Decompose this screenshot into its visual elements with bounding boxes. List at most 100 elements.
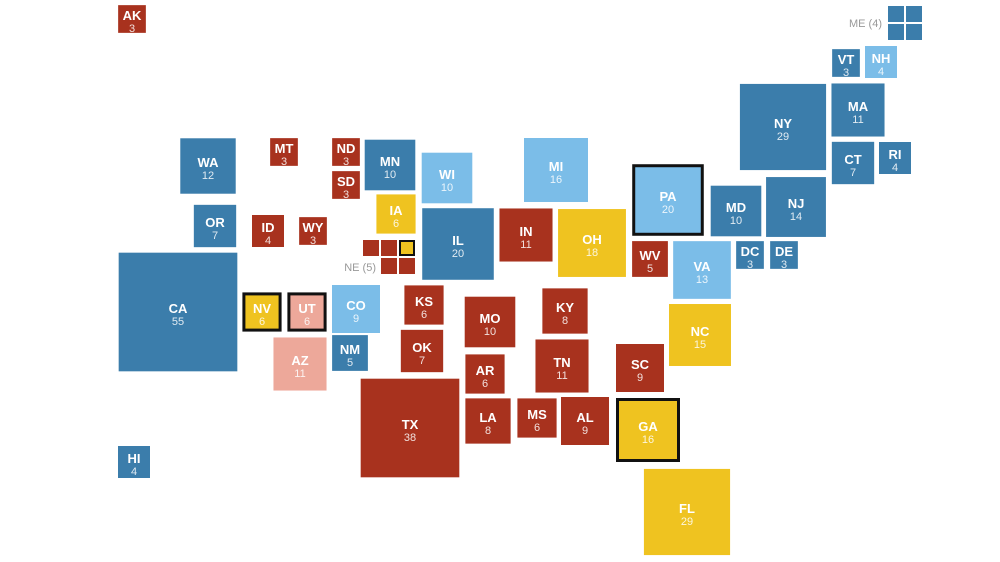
state-votes: 3	[343, 189, 349, 201]
state-votes: 7	[212, 230, 218, 242]
state-box	[465, 398, 511, 444]
district-box	[888, 24, 904, 40]
state-label: MO	[480, 311, 501, 326]
state-label: AL	[576, 410, 593, 425]
state-votes: 13	[696, 274, 708, 286]
state-box	[643, 468, 731, 556]
state-box	[669, 304, 731, 366]
state-votes: 15	[694, 339, 706, 351]
state-votes: 6	[304, 316, 310, 328]
district-box	[381, 258, 397, 274]
district-box	[906, 6, 922, 22]
state-votes: 11	[556, 370, 567, 382]
state-box	[616, 344, 664, 392]
state-box	[879, 142, 911, 174]
state-label: VT	[838, 52, 855, 67]
split-label: NE (5)	[344, 262, 376, 274]
state-box	[404, 285, 444, 325]
state-box	[464, 296, 516, 348]
state-label: NM	[340, 342, 360, 357]
state-votes: 5	[347, 357, 353, 369]
state-label: IN	[520, 224, 533, 239]
state-label: LA	[479, 410, 497, 425]
state-votes: 6	[482, 378, 488, 390]
state-votes: 14	[790, 211, 802, 223]
state-label: VA	[693, 259, 711, 274]
state-label: OK	[412, 340, 432, 355]
state-votes: 20	[452, 248, 464, 260]
state-label: HI	[128, 451, 141, 466]
state-label: DC	[741, 244, 760, 259]
state-votes: 5	[647, 263, 653, 275]
district-box	[363, 240, 379, 256]
state-box	[376, 194, 416, 234]
state-box	[273, 337, 327, 391]
state-box	[332, 335, 368, 371]
state-label: NY	[774, 116, 792, 131]
state-box	[287, 292, 327, 332]
state-votes: 11	[294, 368, 305, 380]
state-votes: 3	[281, 156, 287, 168]
state-label: AZ	[291, 353, 308, 368]
state-box	[616, 398, 680, 462]
state-votes: 6	[534, 422, 540, 434]
state-label: MI	[549, 159, 563, 174]
state-box	[561, 397, 609, 445]
state-box	[524, 138, 588, 202]
state-box	[270, 138, 298, 166]
state-votes: 18	[586, 247, 598, 259]
state-box	[535, 339, 589, 393]
state-votes: 6	[259, 316, 265, 328]
state-box	[739, 83, 827, 171]
state-label: WA	[198, 155, 220, 170]
state-box	[118, 252, 238, 372]
state-label: ID	[262, 220, 275, 235]
state-box	[180, 138, 236, 194]
state-votes: 29	[681, 516, 693, 528]
state-box	[332, 138, 360, 166]
state-box	[422, 208, 494, 280]
state-label: MN	[380, 154, 400, 169]
state-box	[517, 398, 557, 438]
state-votes: 16	[550, 174, 562, 186]
state-label: UT	[298, 301, 315, 316]
state-votes: 11	[520, 239, 531, 251]
state-votes: 10	[384, 169, 396, 181]
state-votes: 3	[747, 259, 753, 271]
state-box	[673, 241, 731, 299]
state-box	[558, 209, 626, 277]
state-votes: 20	[662, 204, 674, 216]
state-votes: 8	[562, 315, 568, 327]
district-box	[906, 24, 922, 40]
state-box	[632, 241, 668, 277]
state-label: CO	[346, 298, 366, 313]
state-label: OR	[205, 215, 225, 230]
state-votes: 4	[892, 162, 898, 174]
state-votes: 12	[202, 170, 214, 182]
district-box	[399, 240, 415, 256]
state-votes: 38	[404, 432, 416, 444]
state-label: IA	[390, 203, 404, 218]
state-box	[360, 378, 460, 478]
state-label: KS	[415, 294, 433, 309]
state-box	[831, 83, 885, 137]
state-votes: 55	[172, 316, 184, 328]
state-label: OH	[582, 232, 602, 247]
state-label: GA	[638, 419, 658, 434]
state-votes: 16	[642, 434, 654, 446]
state-votes: 7	[850, 167, 856, 179]
state-box	[252, 215, 284, 247]
state-votes: 9	[637, 372, 643, 384]
state-box	[770, 241, 798, 269]
state-label: AK	[123, 8, 142, 23]
state-label: RI	[889, 147, 902, 162]
state-votes: 10	[730, 215, 742, 227]
state-label: MA	[848, 99, 869, 114]
split-label: ME (4)	[849, 18, 882, 30]
state-box	[118, 5, 146, 33]
state-box	[736, 241, 764, 269]
district-box	[888, 6, 904, 22]
state-votes: 4	[878, 66, 884, 78]
state-votes: 4	[131, 466, 137, 478]
